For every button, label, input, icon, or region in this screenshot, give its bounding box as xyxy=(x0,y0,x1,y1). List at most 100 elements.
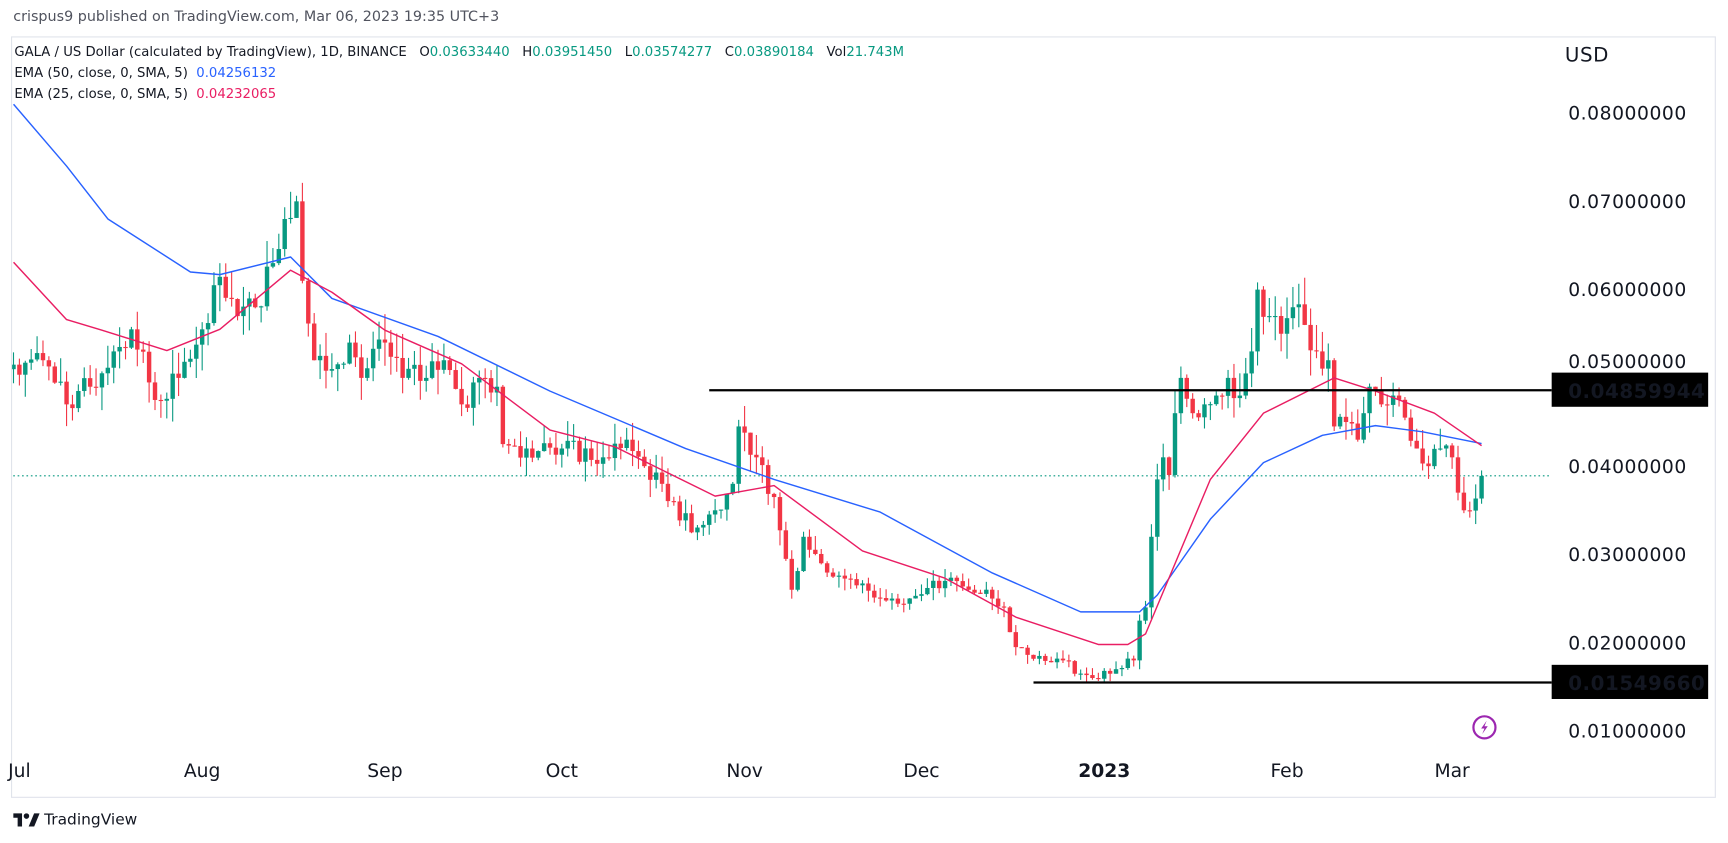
candle-body xyxy=(618,443,623,448)
candle xyxy=(12,352,16,384)
candle xyxy=(1102,668,1107,682)
candle-body xyxy=(866,583,871,591)
candle-body xyxy=(1296,304,1302,308)
candle-body xyxy=(1420,448,1425,464)
candle xyxy=(1278,306,1284,352)
candle xyxy=(194,326,199,378)
volume-value: 21.743M xyxy=(846,44,904,60)
candle-body xyxy=(1308,324,1313,351)
candle xyxy=(777,492,783,546)
candle xyxy=(642,449,647,468)
candle xyxy=(370,331,376,382)
candle-body xyxy=(913,595,918,599)
candle xyxy=(1449,443,1455,469)
candle-body xyxy=(205,323,211,330)
candle-body xyxy=(276,249,282,264)
candle-body xyxy=(1166,457,1172,475)
candle-body xyxy=(1155,479,1160,537)
candle-body xyxy=(1208,404,1213,406)
candle xyxy=(1420,430,1425,471)
candle xyxy=(58,358,63,386)
candle xyxy=(854,573,859,589)
candle-body xyxy=(984,589,989,594)
candle-body xyxy=(471,382,476,408)
candle-body xyxy=(306,280,311,324)
candle-body xyxy=(182,361,187,378)
candle xyxy=(258,305,264,323)
candle-body xyxy=(176,373,181,378)
candle xyxy=(1143,600,1148,625)
candle-body xyxy=(1467,510,1472,512)
candle xyxy=(182,347,187,379)
candle-body xyxy=(311,323,317,361)
candle xyxy=(848,573,853,589)
candle-body xyxy=(813,549,818,554)
candle-body xyxy=(559,448,565,455)
candle-body xyxy=(1125,658,1131,669)
candle-body xyxy=(1013,632,1019,648)
candle-body xyxy=(1444,445,1449,449)
candle xyxy=(229,272,234,307)
candle-body xyxy=(435,361,441,370)
candle xyxy=(1320,331,1325,376)
candle-body xyxy=(948,577,954,581)
candle xyxy=(429,343,435,380)
candle xyxy=(199,322,205,371)
lightning-icon[interactable] xyxy=(1472,715,1497,740)
candle xyxy=(618,436,623,460)
candle xyxy=(1155,463,1160,551)
candle xyxy=(512,438,517,447)
candle xyxy=(754,434,759,475)
candle-body xyxy=(1379,391,1384,405)
y-tick-label: 0.08000000 xyxy=(1568,104,1687,125)
legend-ema25-row[interactable]: EMA (25, close, 0, SMA, 5) 0.04232065 xyxy=(14,86,276,101)
candle-body xyxy=(241,306,246,317)
candle xyxy=(836,571,842,588)
candle xyxy=(1408,409,1414,447)
candle-body xyxy=(942,580,948,589)
candle xyxy=(1284,297,1290,359)
candle-body xyxy=(995,598,1001,607)
candle-body xyxy=(1390,395,1396,405)
x-tick-label: Feb xyxy=(1270,761,1303,782)
candle-body xyxy=(223,276,228,298)
candle xyxy=(1113,661,1119,674)
candle-body xyxy=(648,466,653,480)
y-tick-label: 0.06000000 xyxy=(1568,280,1687,301)
candle-body xyxy=(459,388,464,405)
candle-body xyxy=(919,594,924,596)
candle xyxy=(1160,443,1166,492)
candle xyxy=(771,492,777,509)
price-label-box xyxy=(1551,664,1709,699)
candle-body xyxy=(1473,498,1478,511)
candle-body xyxy=(565,440,570,449)
candle xyxy=(819,549,824,565)
candle xyxy=(1084,667,1089,683)
candle-body xyxy=(506,444,511,446)
candle xyxy=(111,345,116,384)
legend-ema50-row[interactable]: EMA (50, close, 0, SMA, 5) 0.04256132 xyxy=(14,65,276,80)
candle-body xyxy=(1143,607,1148,621)
candle-body xyxy=(99,373,105,388)
candle xyxy=(158,394,164,418)
candle xyxy=(990,586,995,611)
candle-body xyxy=(530,448,535,458)
candle-body xyxy=(783,530,789,559)
candle-body xyxy=(1107,670,1113,674)
tradingview-logo[interactable]: TradingView xyxy=(13,811,137,829)
candle xyxy=(146,341,152,403)
candle xyxy=(1367,383,1372,433)
candle xyxy=(1337,413,1343,430)
candle-body xyxy=(141,349,146,352)
candle-body xyxy=(990,589,995,599)
candle-body xyxy=(412,364,417,369)
candle-body xyxy=(1385,404,1390,406)
candle-body xyxy=(1090,675,1095,679)
candle xyxy=(1385,394,1390,426)
ema50-line xyxy=(13,103,1482,613)
candle-body xyxy=(541,443,547,452)
candle xyxy=(742,406,747,452)
candle-body xyxy=(76,390,81,409)
x-tick-label: 2023 xyxy=(1078,761,1130,782)
